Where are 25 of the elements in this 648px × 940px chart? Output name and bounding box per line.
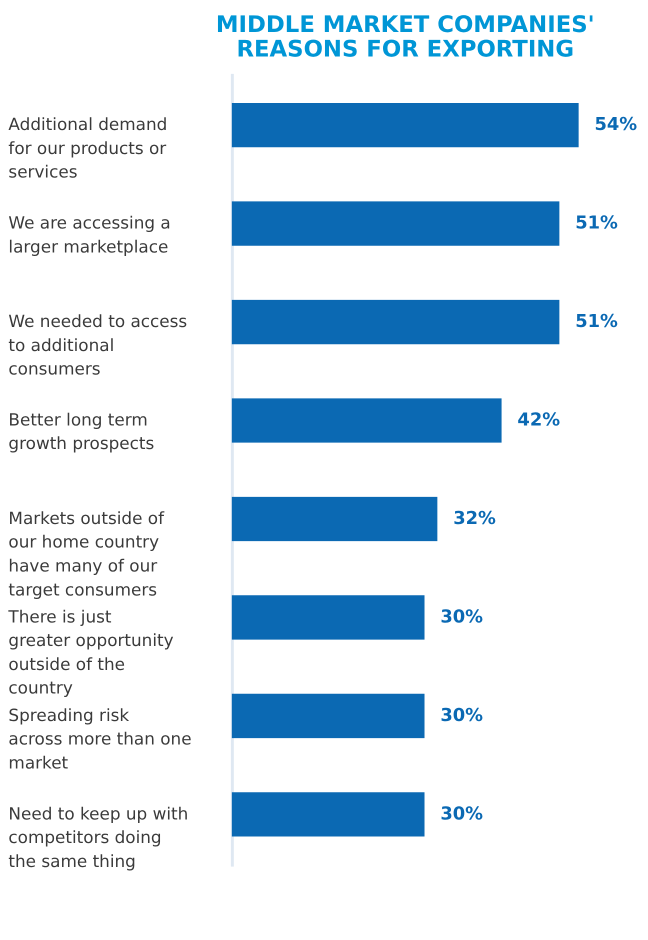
y-tick-label: There is just greater opportunity outside of the country bbox=[7, 606, 174, 698]
data-label: 30% bbox=[440, 803, 484, 824]
y-tick-label: We are accessing a larger marketplace bbox=[8, 212, 171, 256]
y-tick-label: We needed to access to additional consumers bbox=[8, 310, 188, 379]
y-tick-label: Need to keep up with competitors doing the same thing bbox=[8, 803, 188, 871]
bar bbox=[232, 694, 425, 738]
y-tick-label: Markets outside of our home country have many of our target consumers bbox=[8, 508, 166, 600]
data-label: 30% bbox=[440, 704, 484, 726]
data-label: 51% bbox=[575, 212, 618, 234]
bar bbox=[232, 102, 579, 148]
data-label: 51% bbox=[575, 310, 618, 332]
data-label: 54% bbox=[594, 114, 638, 136]
bar bbox=[232, 300, 560, 344]
y-tick-label: Spreading risk across more than one market bbox=[8, 704, 192, 772]
bar bbox=[232, 496, 438, 542]
data-label: 42% bbox=[517, 409, 560, 430]
y-tick-label: Additional demand for our products or services bbox=[8, 114, 168, 182]
y-tick-label: Better long term growth prospects bbox=[8, 409, 154, 454]
chart-title: MIDDLE MARKET COMPANIES' REASONS FOR EXPORTING bbox=[216, 12, 595, 63]
data-label: 30% bbox=[440, 606, 484, 628]
bar bbox=[232, 398, 502, 443]
bar bbox=[232, 792, 425, 837]
bar bbox=[232, 595, 425, 640]
data-label: 32% bbox=[453, 508, 496, 529]
bar bbox=[232, 201, 560, 246]
